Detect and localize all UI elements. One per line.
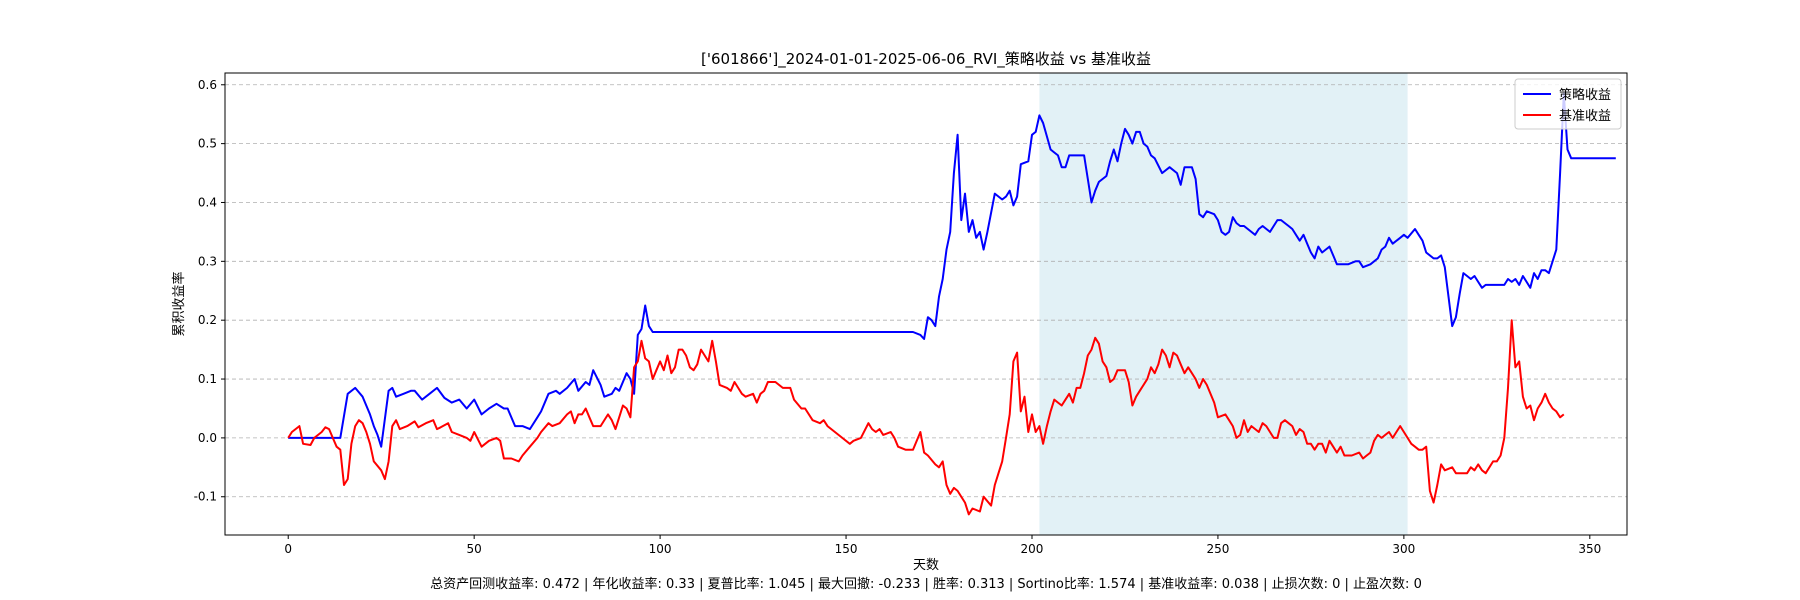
y-tick-label: 0.0 (198, 431, 217, 445)
plot-frame (224, 72, 1628, 536)
y-axis-ticks: -0.1 0.0 0.1 0.2 0.3 0.4 0.5 0.6 (194, 78, 225, 504)
highlighted-period (1039, 73, 1408, 535)
x-tick-label: 250 (1206, 542, 1229, 556)
chart-title: ['601866']_2024-01-01-2025-06-06_RVI_策略收… (701, 50, 1151, 69)
legend: 策略收益 基准收益 (1514, 78, 1622, 130)
metrics-footer: 总资产回测收益率: 0.472 | 年化收益率: 0.33 | 夏普比率: 1.… (430, 576, 1422, 592)
x-tick-label: 0 (284, 542, 292, 556)
x-tick-label: 350 (1578, 542, 1601, 556)
y-tick-label: -0.1 (194, 490, 217, 504)
series-line-benchmark (287, 319, 1565, 516)
y-tick-label: 0.5 (198, 137, 217, 151)
y-tick-label: 0.1 (198, 372, 217, 386)
legend-label-strategy: 策略收益 (1559, 87, 1611, 103)
y-tick-label: 0.4 (198, 195, 217, 209)
y-tick-label: 0.2 (198, 313, 217, 327)
x-tick-label: 50 (467, 542, 482, 556)
x-tick-label: 200 (1021, 542, 1044, 556)
series-line-strategy (288, 92, 1616, 448)
legend-label-benchmark: 基准收益 (1559, 109, 1611, 124)
y-tick-label: 0.3 (198, 254, 217, 268)
y-tick-label: 0.6 (198, 78, 217, 92)
y-axis-label: 累积收益率 (171, 271, 187, 336)
grid-lines (225, 84, 1627, 498)
x-axis-ticks: 0 50 100 150 200 250 300 350 (284, 535, 1601, 556)
x-tick-label: 150 (835, 542, 858, 556)
x-tick-label: 100 (649, 542, 672, 556)
x-axis-label: 天数 (913, 558, 939, 573)
x-tick-label: 300 (1392, 542, 1415, 556)
plot-series (287, 92, 1616, 516)
legend-box (1514, 78, 1622, 130)
